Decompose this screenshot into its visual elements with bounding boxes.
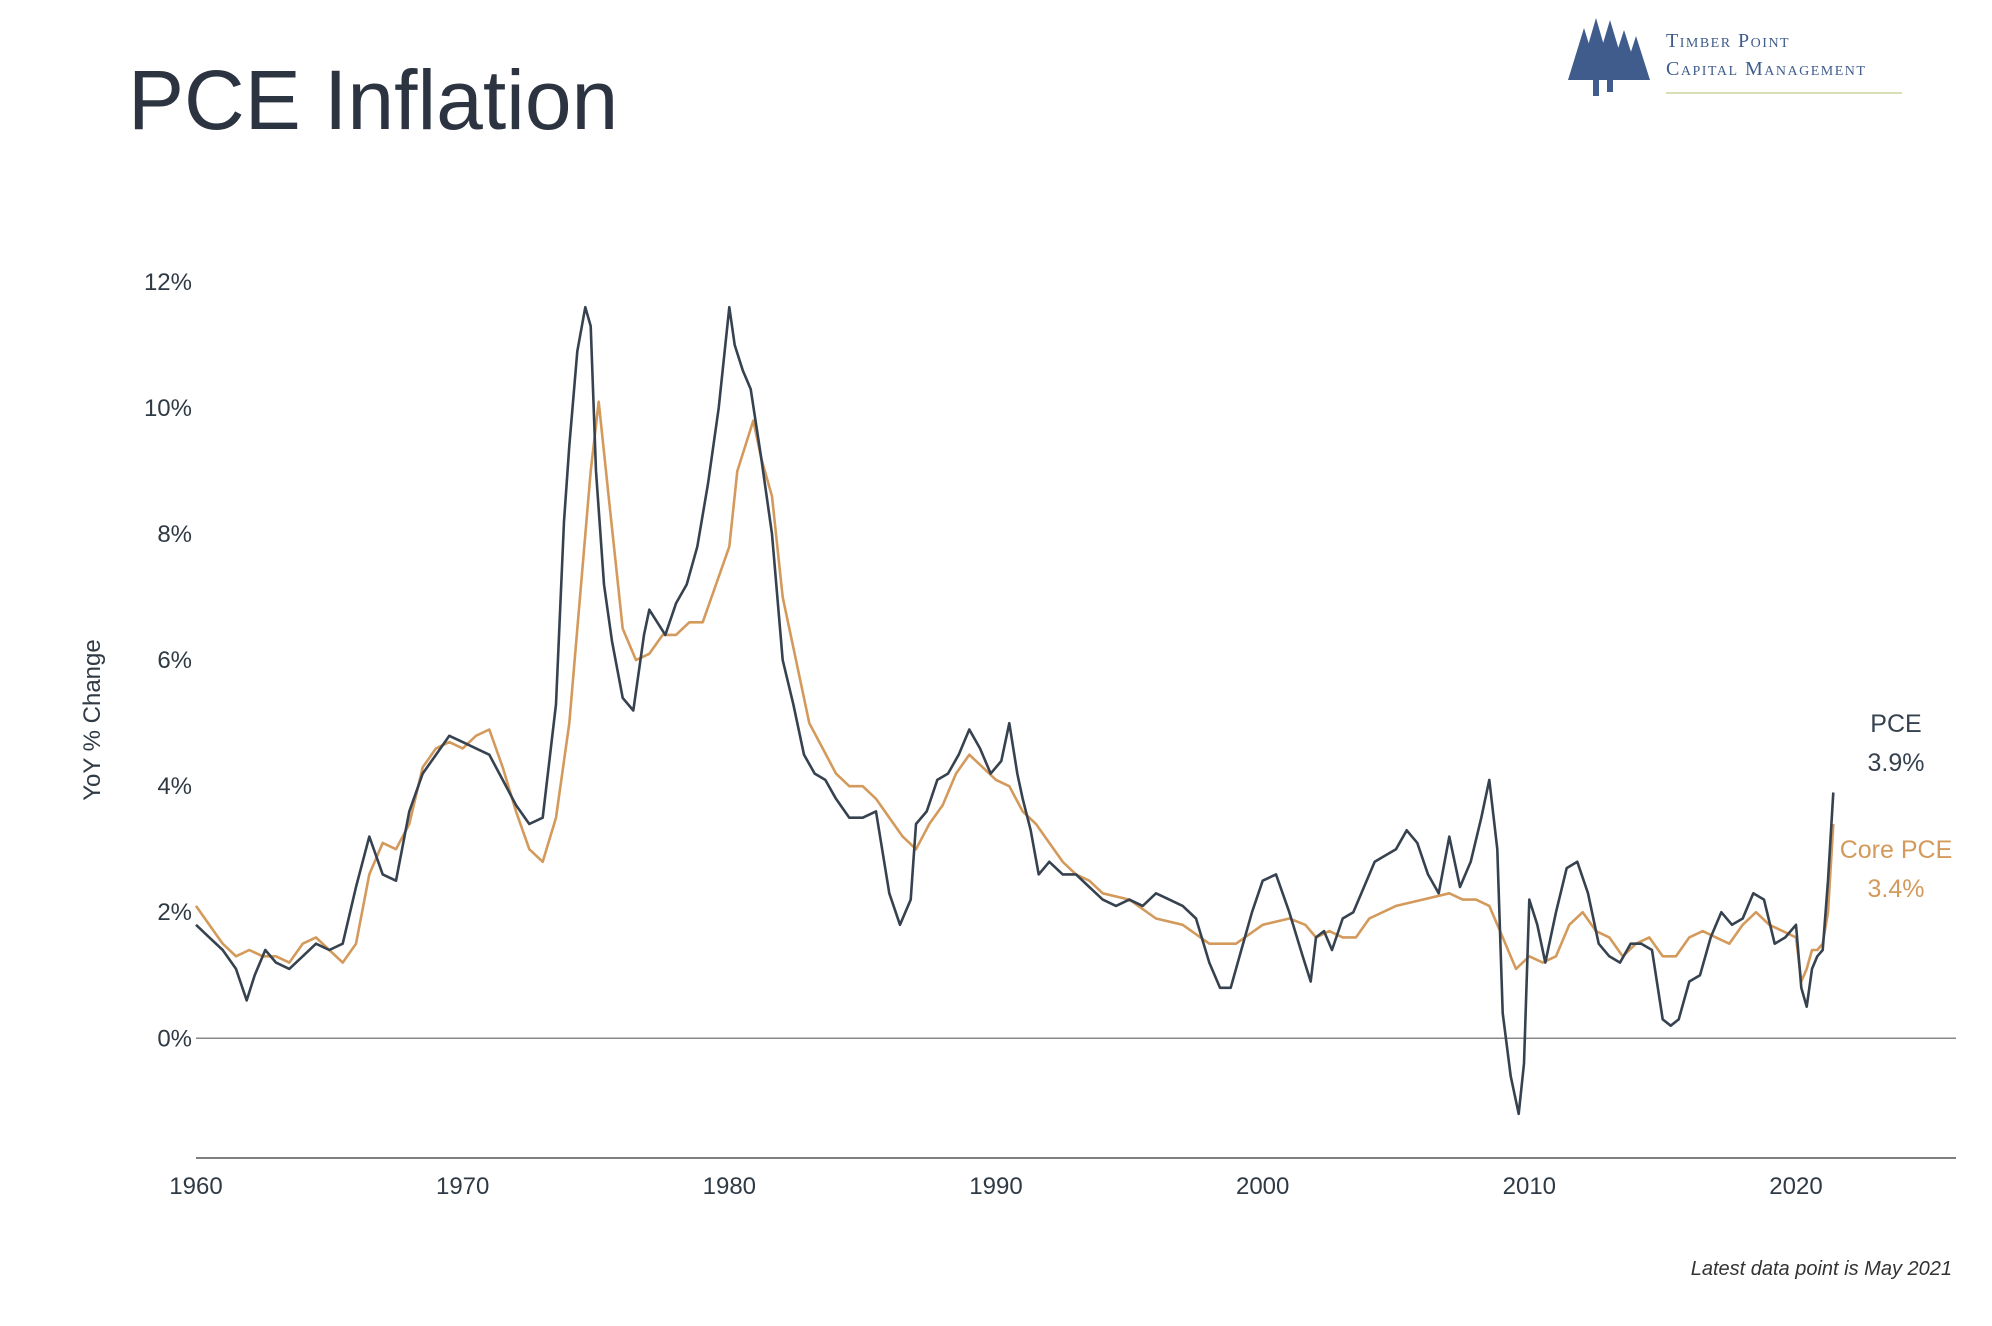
x-tick-labels: 1960 1970 1980 1990 2000 2010 2020: [169, 1173, 1822, 1200]
pce-end-label: PCE: [1870, 710, 1921, 738]
x-tick-label: 2000: [1236, 1173, 1289, 1200]
y-tick-label: 6%: [157, 647, 192, 674]
y-tick-label: 10%: [144, 395, 192, 422]
logo-text-line2: Capital Management: [1666, 58, 1867, 80]
series-pce: [195, 305, 1835, 1116]
x-tick-label: 1960: [169, 1173, 222, 1200]
y-tick-label: 2%: [157, 899, 192, 926]
y-tick-label: 0%: [157, 1025, 192, 1052]
y-axis-label: YoY % Change: [79, 639, 106, 800]
end-labels: PCE 3.9% Core PCE 3.4%: [1840, 710, 1953, 903]
footnote: Latest data point is May 2021: [1690, 1258, 1952, 1280]
x-tick-label: 2020: [1769, 1173, 1822, 1200]
x-tick-label: 1970: [436, 1173, 489, 1200]
y-tick-labels: 0% 2% 4% 6% 8% 10% 12%: [144, 269, 192, 1052]
series-line: [195, 305, 1835, 1116]
x-tick-label: 1980: [703, 1173, 756, 1200]
x-tick-label: 2010: [1503, 1173, 1556, 1200]
page-title: PCE Inflation: [128, 53, 619, 147]
pce-end-value: 3.9%: [1868, 749, 1925, 777]
logo-divider: [1666, 92, 1902, 94]
core-pce-end-value: 3.4%: [1868, 875, 1925, 903]
core-pce-end-label: Core PCE: [1840, 836, 1953, 864]
y-tick-label: 4%: [157, 773, 192, 800]
y-tick-label: 8%: [157, 521, 192, 548]
x-tick-label: 1990: [969, 1173, 1022, 1200]
logo-text-line1: Timber Point: [1666, 30, 1791, 52]
company-logo: Timber Point Capital Management: [1566, 14, 1906, 104]
pine-trees-icon: [1568, 18, 1650, 96]
y-tick-label: 12%: [144, 269, 192, 296]
